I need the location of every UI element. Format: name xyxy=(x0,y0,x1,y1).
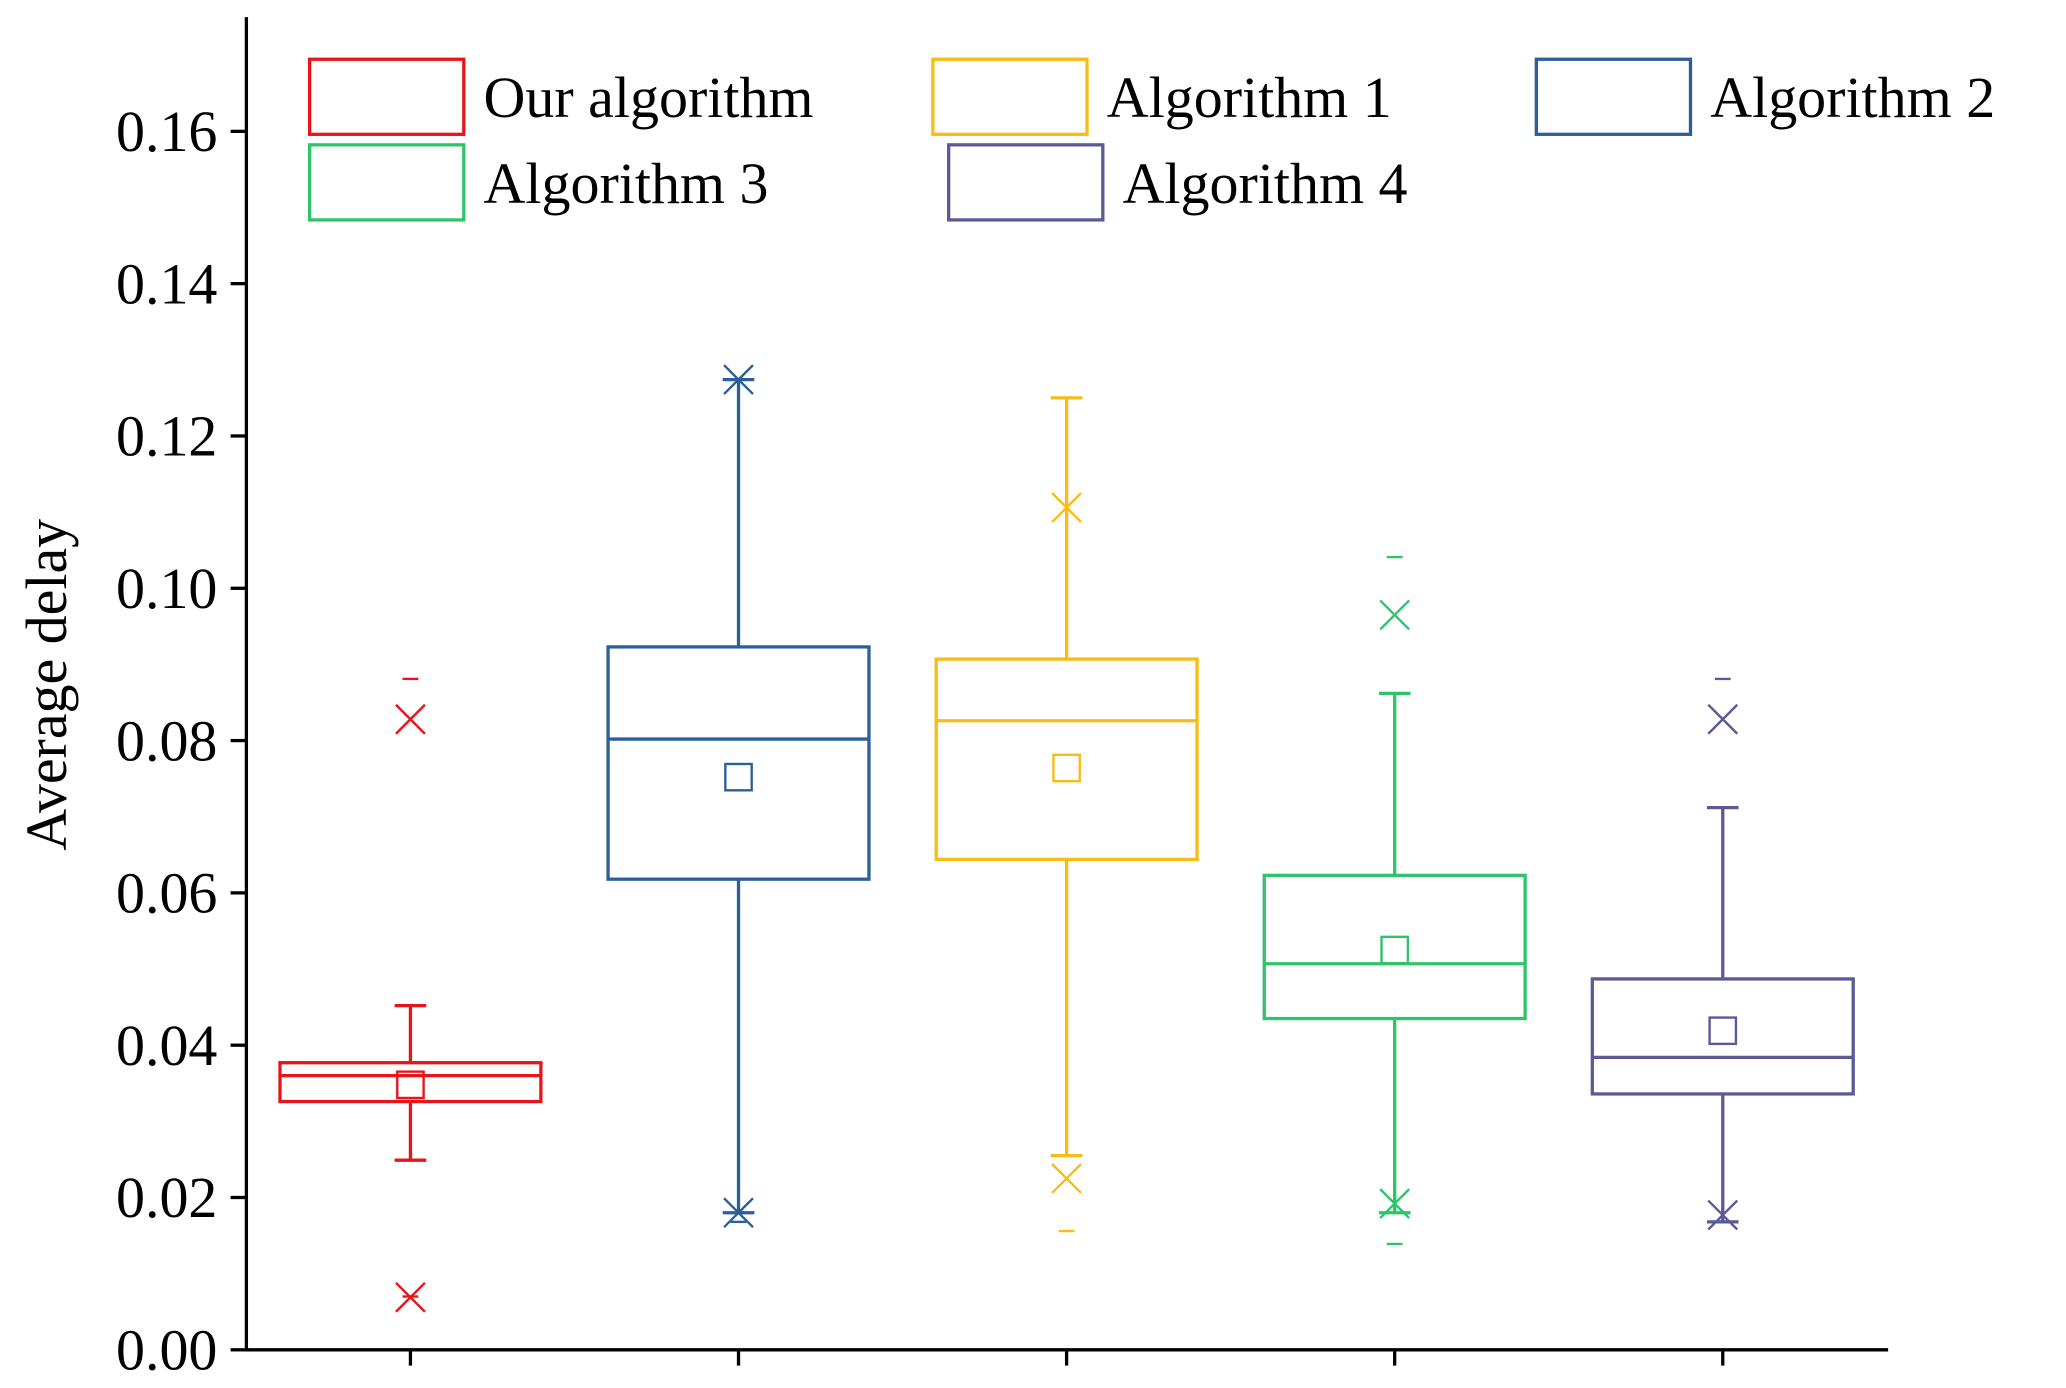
legend-swatch xyxy=(947,143,1105,222)
y-axis-label: Average delay xyxy=(14,519,79,851)
mean xyxy=(1052,753,1081,783)
legend-label: Algorithm 2 xyxy=(1710,65,1995,130)
legend-swatch xyxy=(307,57,466,136)
legend-swatch xyxy=(307,143,466,222)
percentile-marker xyxy=(1707,1199,1739,1231)
box xyxy=(1262,873,1527,1021)
y-tick-label: 0.16 xyxy=(116,99,217,164)
mean xyxy=(396,1070,425,1100)
y-tick-label: 0.02 xyxy=(116,1165,217,1230)
legend-swatch xyxy=(931,57,1089,136)
y-tick-label: 0.06 xyxy=(116,861,217,926)
y-tick-label: 0.00 xyxy=(116,1318,217,1383)
legend-label: Our algorithm xyxy=(484,65,814,130)
percentile-marker xyxy=(1379,599,1411,631)
y-tick-label: 0.08 xyxy=(116,708,217,773)
box xyxy=(278,1061,543,1104)
mean xyxy=(724,762,753,792)
percentile-marker xyxy=(1051,1163,1082,1194)
legend-label: Algorithm 1 xyxy=(1107,65,1392,130)
y-tick-label: 0.12 xyxy=(116,404,217,469)
legend-label: Algorithm 4 xyxy=(1123,151,1408,216)
percentile-marker xyxy=(395,703,426,735)
percentile-marker xyxy=(723,1197,754,1229)
box xyxy=(934,657,1199,862)
y-tick-label: 0.04 xyxy=(116,1013,217,1078)
percentile-marker xyxy=(1707,703,1739,735)
legend-label: Algorithm 3 xyxy=(484,151,769,216)
legend-swatch xyxy=(1534,57,1693,136)
y-tick-label: 0.14 xyxy=(116,251,217,316)
y-tick-label: 0.10 xyxy=(116,556,217,621)
percentile-marker xyxy=(1051,492,1082,523)
percentile-marker xyxy=(1379,1188,1411,1219)
box xyxy=(606,645,871,881)
box xyxy=(1590,977,1855,1096)
mean xyxy=(1380,935,1410,965)
mean xyxy=(1708,1016,1738,1046)
